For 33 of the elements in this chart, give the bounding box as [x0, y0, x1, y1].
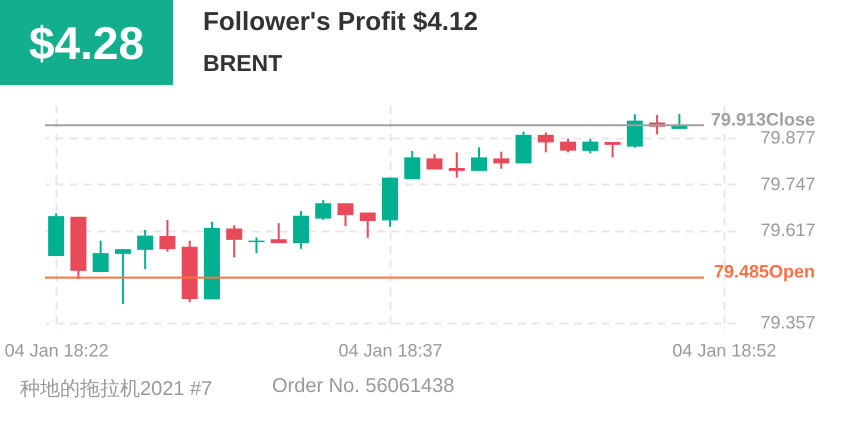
candlestick	[159, 218, 176, 253]
text: $4.28	[0, 0, 173, 85]
candlestick	[604, 141, 621, 158]
candlestick	[560, 138, 576, 154]
text: 种地的拖拉机2021 #7	[20, 377, 212, 402]
x-tick-label: 04 Jan 18:37	[338, 340, 443, 360]
candlestick	[92, 240, 109, 273]
x-tick-label: 04 Jan 18:22	[4, 340, 109, 360]
x-tick-label: 04 Jan 18:52	[672, 340, 776, 360]
candlestick	[582, 138, 598, 154]
candlestick	[137, 228, 154, 270]
ref-line-label: 79.485Open	[714, 262, 815, 282]
y-tick-label: 79.357	[760, 312, 816, 333]
candlestick	[270, 222, 287, 244]
candlestick	[404, 150, 420, 180]
candlestick	[448, 151, 465, 179]
candlestick	[426, 153, 443, 170]
y-tick-label: 79.877	[760, 128, 816, 148]
ref-line-label: 79.913Close	[710, 109, 815, 130]
chart-title: Follower's Profit $4.12	[203, 6, 478, 37]
candlestick	[114, 248, 131, 306]
y-tick-label: 79.747	[760, 174, 816, 194]
candlestick	[360, 212, 376, 239]
candlestick	[471, 146, 488, 172]
chart-subtitle: BRENT	[203, 50, 282, 77]
y-tick-label: 79.617	[760, 220, 816, 240]
candlestick	[538, 131, 554, 154]
candlestick	[226, 224, 242, 258]
text: Order No. 56061438	[272, 375, 454, 398]
candlestick	[493, 150, 510, 170]
candlestick	[315, 199, 332, 221]
candlestick	[248, 236, 264, 254]
candlestick	[337, 202, 354, 228]
